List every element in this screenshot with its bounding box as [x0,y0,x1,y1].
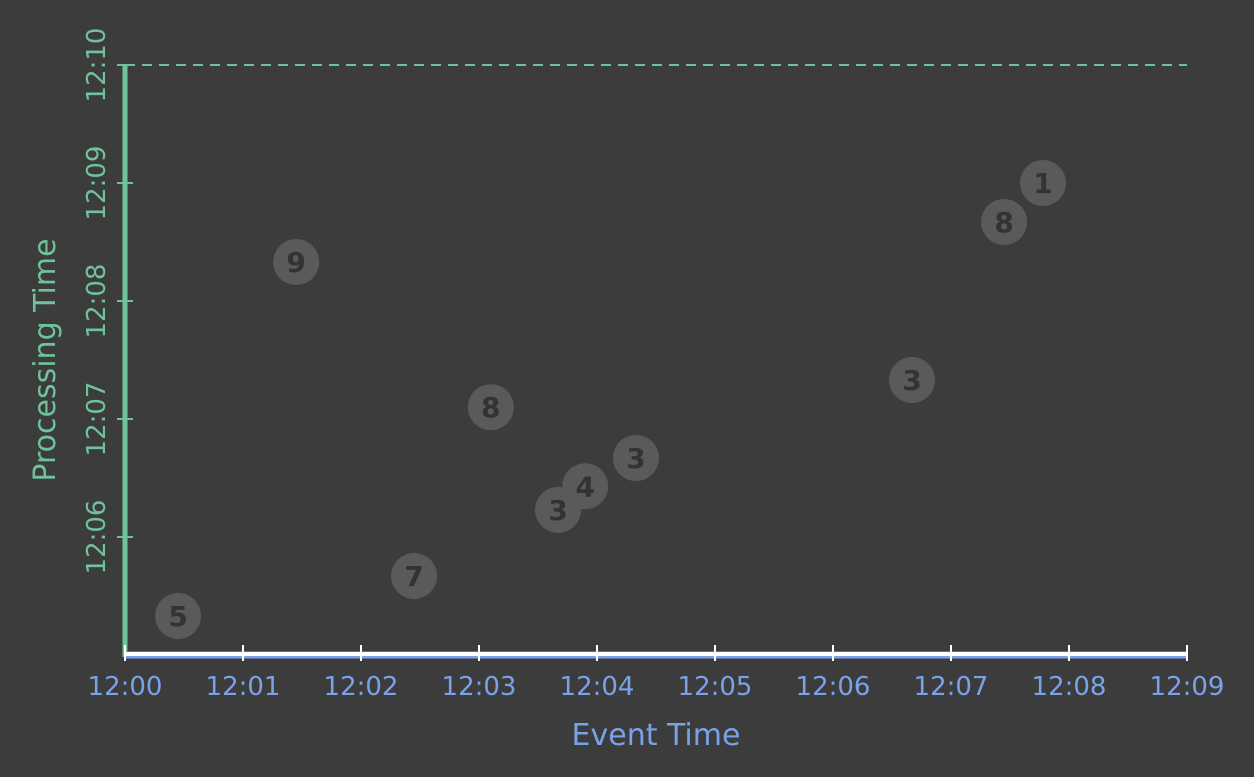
data-point-label: 7 [404,560,423,593]
y-tick-label: 12:08 [82,264,112,339]
data-point-circle [889,357,936,404]
data-point: 4 [562,463,609,510]
x-tick-label: 12:00 [88,672,163,702]
data-point: 3 [612,434,659,481]
data-point-label: 9 [286,246,305,279]
data-point-label: 8 [481,391,500,424]
y-tick-label: 12:09 [82,146,112,221]
x-tick-label: 12:09 [1150,672,1225,702]
data-point: 1 [1020,160,1067,206]
data-point-label: 1 [1033,167,1052,200]
data-point-circle [155,593,202,640]
x-tick-label: 12:06 [796,672,871,702]
data-point-circle [562,463,609,510]
data-point-circle [612,434,659,481]
y-tick-label: 12:10 [82,28,112,103]
x-tick-label: 12:07 [914,672,989,702]
y-axis-title: Processing Time [28,238,63,481]
data-point-label: 3 [548,494,567,527]
data-point: 9 [273,239,320,286]
x-tick-label: 12:03 [442,672,517,702]
data-point-label: 4 [575,470,594,503]
data-point-label: 3 [626,442,645,475]
data-point: 5 [155,593,202,640]
x-tick-label: 12:05 [678,672,753,702]
data-point-label: 5 [168,600,187,633]
x-tick-label: 12:01 [206,672,281,702]
x-axis-title: Event Time [572,718,741,753]
data-point: 7 [391,552,438,599]
data-point-label: 8 [994,206,1013,239]
x-tick-label: 12:08 [1032,672,1107,702]
x-tick-label: 12:02 [324,672,399,702]
data-point-circle [273,239,320,286]
data-point-circle [467,384,514,431]
data-point-circle [1020,160,1067,206]
data-point-label: 3 [902,364,921,397]
data-point-circle [981,198,1028,245]
x-tick-label: 12:04 [560,672,635,702]
y-tick-label: 12:06 [82,500,112,575]
data-point: 3 [889,357,936,404]
data-point: 8 [467,384,514,431]
data-point-circle [391,552,438,599]
data-point: 8 [981,198,1028,245]
y-tick-label: 12:07 [82,382,112,457]
